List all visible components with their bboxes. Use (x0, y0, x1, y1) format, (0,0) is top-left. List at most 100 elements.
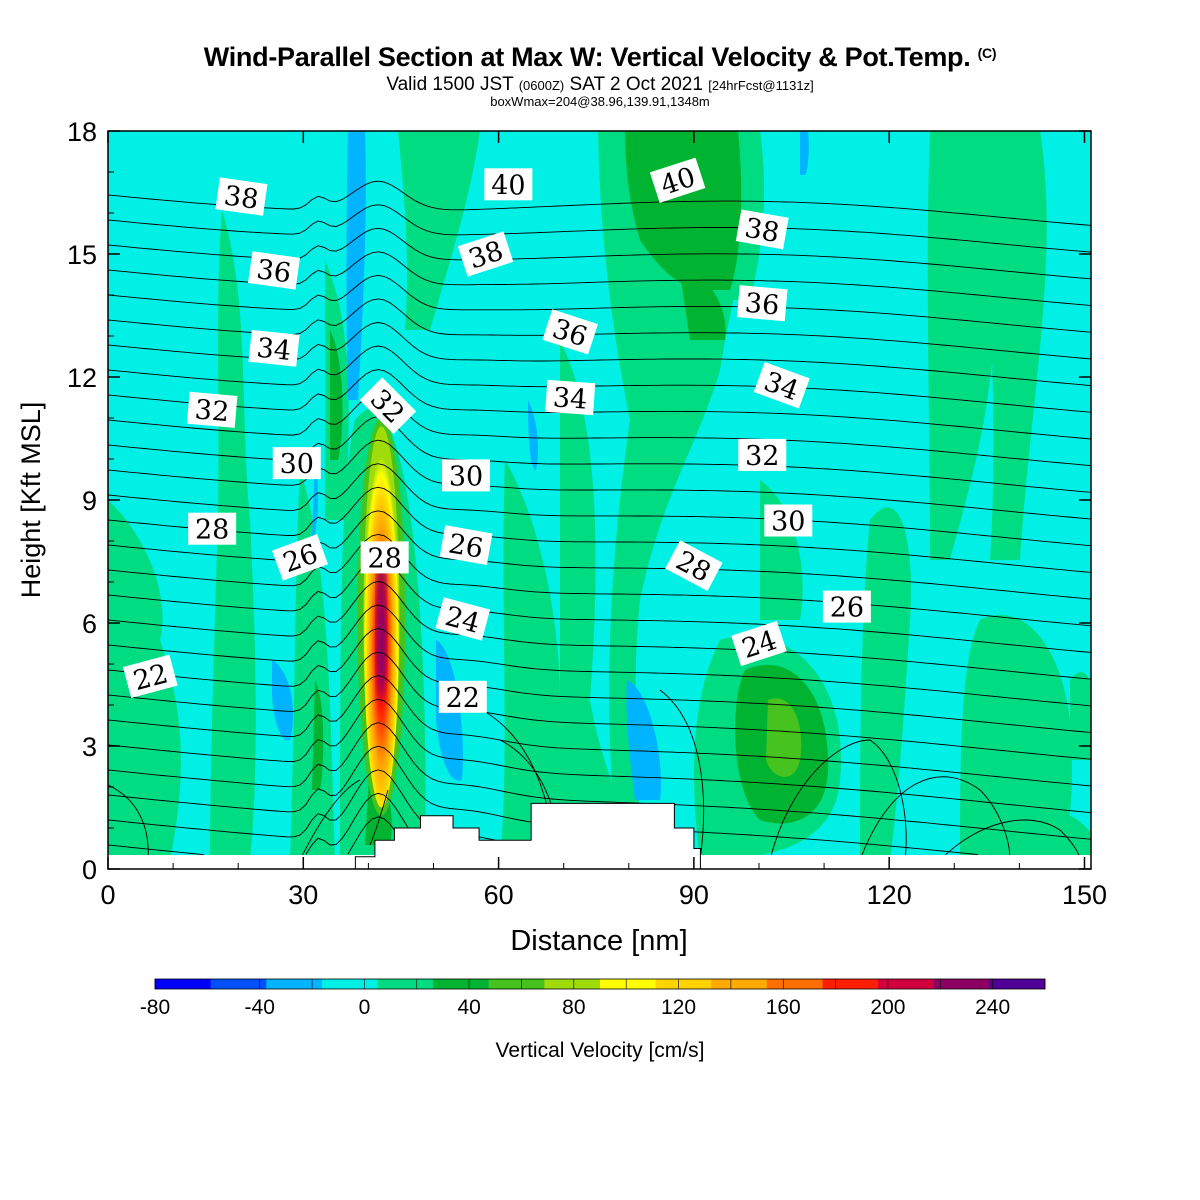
colorbar-tick-label: -80 (140, 996, 170, 1019)
contour-label-box (457, 231, 514, 277)
colorbar-tick-label: 0 (359, 996, 371, 1019)
x-tick-label: 60 (484, 880, 514, 910)
contour-label-text: 40 (491, 170, 525, 201)
contour-label-box (272, 534, 329, 581)
theta-contour (108, 722, 1091, 840)
contour-label-text: 22 (446, 683, 480, 714)
theta-contour (108, 204, 1091, 253)
contour-label-text: 36 (255, 254, 293, 289)
y-tick-label: 15 (67, 240, 97, 270)
theta-contour (108, 274, 1091, 333)
theta-contour-label: 24 (731, 620, 787, 667)
contour-label-text: 34 (552, 382, 588, 415)
colorbar-swatch (321, 979, 378, 989)
theta-contour-label: 26 (822, 590, 871, 624)
contour-label-box (359, 377, 417, 434)
contour-label-text: 28 (195, 515, 229, 546)
x-tick-label: 0 (100, 880, 115, 910)
colorbar-swatch (600, 979, 657, 989)
contour-label-box (272, 447, 321, 480)
theta-contour (108, 675, 1091, 787)
contour-label-text: 26 (446, 528, 485, 564)
y-tick-label: 3 (82, 732, 97, 762)
theta-contour-label: 34 (248, 329, 300, 367)
updraft-core (357, 418, 406, 816)
contour-label-text: 34 (255, 333, 292, 367)
x-tick-label: 150 (1062, 880, 1107, 910)
contour-label-box (545, 379, 596, 416)
contour-label-box (215, 177, 268, 216)
theta-contour-label: 26 (439, 525, 493, 566)
contour-label-text: 30 (771, 507, 805, 538)
contour-label-text: 32 (745, 441, 779, 472)
theta-contour-label: 36 (248, 251, 300, 290)
y-tick-label: 9 (82, 486, 97, 516)
colorbar-swatch (766, 979, 823, 989)
colorbar-swatch (433, 979, 490, 989)
contour-label-box (435, 597, 491, 641)
theta-contour (108, 369, 1091, 440)
colorbar-swatch (155, 979, 212, 989)
theta-contour (108, 651, 1091, 760)
theta-contour (108, 345, 1091, 413)
chart-title-text: Wind-Parallel Section at Max W: Vertical… (203, 42, 971, 72)
contour-label-text: 36 (744, 288, 781, 322)
colorbar-swatch (655, 979, 712, 989)
theta-contour-label: 38 (735, 209, 789, 250)
theta-contour-label: 30 (764, 504, 813, 538)
colorbar-tick-label: 120 (661, 996, 696, 1019)
theta-contour (108, 463, 1091, 547)
colorbar-swatch (878, 979, 935, 989)
theta-contour-label: 22 (438, 680, 487, 714)
contour-label-box (248, 251, 300, 290)
contour-label-box (731, 620, 787, 667)
contour-label-box (442, 459, 491, 492)
contour-label-text: 28 (367, 543, 401, 574)
y-tick-label: 0 (82, 855, 97, 885)
colorbar-swatch (711, 979, 768, 989)
downdraft-regions (272, 131, 809, 800)
theta-contour (108, 698, 1091, 814)
box-wmax-info: boxWmax=204@38.96,139.91,1348m (490, 94, 710, 109)
colorbar-swatch (210, 979, 267, 989)
colorbar-swatch (266, 979, 323, 989)
colorbar-swatch (488, 979, 545, 989)
contour-label-text: 38 (222, 180, 260, 215)
valid-time-local: Valid 1500 JST (386, 74, 514, 95)
valid-time-line: Valid 1500 JST (0600Z) SAT 2 Oct 2021 [2… (0, 74, 1200, 96)
colorbar-swatch (822, 979, 879, 989)
theta-contour (108, 604, 1091, 707)
contour-label-box (753, 361, 810, 409)
colorbar-swatch (989, 979, 1046, 989)
theta-contour-label: 28 (360, 541, 409, 574)
contour-label-box (649, 157, 706, 203)
contour-label-box (665, 540, 723, 591)
theta-contour (108, 510, 1091, 600)
theta-contour (108, 533, 1091, 627)
theta-contour-label: 38 (215, 177, 268, 216)
contour-label-box (484, 168, 533, 201)
colorbar-tick-label: 80 (562, 996, 585, 1019)
contour-label-box (542, 309, 598, 355)
theta-contour (108, 486, 1091, 573)
theta-contour (108, 439, 1091, 520)
contour-label-box (360, 541, 409, 574)
y-axis-title: Height [Kft MSL] (16, 402, 46, 599)
contour-label-text: 30 (449, 461, 483, 492)
y-tick-label: 6 (82, 609, 97, 639)
colorbar-label: Vertical Velocity [cm/s] (496, 1039, 705, 1062)
theta-contour (108, 416, 1091, 493)
contour-label-text: 32 (194, 394, 231, 428)
theta-contour (108, 392, 1091, 467)
contour-label-text: 30 (280, 449, 314, 480)
x-tick-label: 90 (679, 880, 709, 910)
contour-label-box (248, 329, 300, 367)
valid-date: SAT 2 Oct 2021 (569, 74, 703, 95)
x-tick-label: 120 (867, 880, 912, 910)
colorbar-swatch (544, 979, 601, 989)
theta-contour (108, 628, 1091, 734)
contour-label-box (186, 391, 238, 428)
valid-time-utc: (0600Z) (518, 78, 565, 93)
